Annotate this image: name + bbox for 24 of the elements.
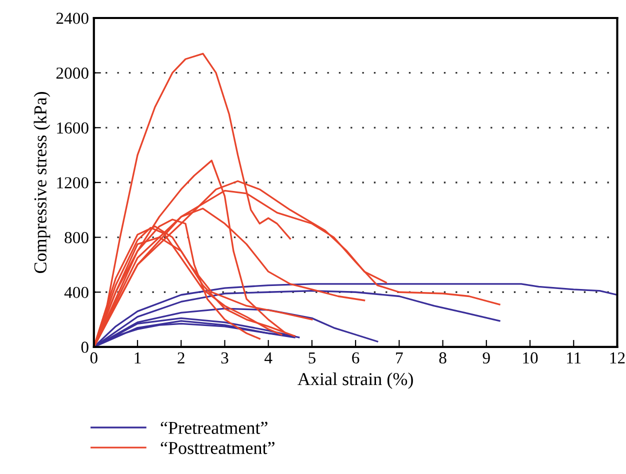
y-tick-label: 0 (81, 342, 88, 353)
x-tick-label: 6 (352, 352, 360, 364)
legend-label: “Posttreatment” (160, 442, 274, 454)
x-tick-label: 0 (90, 352, 98, 364)
x-axis-title: Axial strain (%) (298, 372, 413, 389)
y-tick-label: 400 (64, 286, 88, 298)
y-tick-label: 1600 (57, 122, 88, 134)
y-tick-label: 800 (64, 232, 88, 244)
x-tick-label: 10 (523, 352, 538, 364)
x-tick-label: 11 (567, 352, 581, 364)
y-axis-title: Compressive stress (kPa) (34, 92, 50, 274)
x-tick-label: 2 (178, 352, 184, 364)
y-tick-label: 1200 (57, 177, 88, 188)
legend-label: “Pretreatment” (160, 422, 268, 434)
x-tick-label: 7 (396, 352, 403, 364)
x-tick-label: 9 (482, 352, 490, 364)
x-tick-label: 5 (308, 352, 316, 364)
x-tick-label: 12 (610, 352, 625, 364)
x-tick-label: 4 (264, 352, 272, 364)
x-tick-label: 3 (221, 352, 228, 364)
x-tick-label: 1 (134, 352, 141, 364)
y-tick-label: 2000 (56, 68, 88, 79)
y-tick-label: 2400 (56, 12, 88, 24)
x-tick-label: 8 (439, 352, 446, 364)
